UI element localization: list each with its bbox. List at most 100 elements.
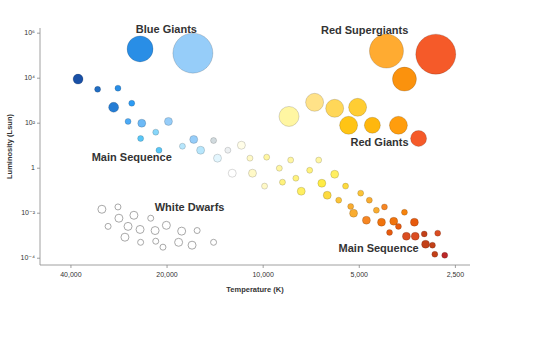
x-tick-label: 20,000 (156, 271, 178, 278)
star (442, 252, 448, 258)
star (153, 129, 159, 135)
star (248, 169, 256, 177)
star (190, 135, 198, 143)
star (138, 119, 146, 127)
x-axis-line (40, 265, 470, 266)
star (366, 197, 372, 203)
y-tick (37, 123, 40, 124)
star (276, 165, 282, 171)
x-tick (70, 265, 71, 268)
star (279, 179, 285, 185)
star (395, 223, 401, 229)
y-tick (37, 258, 40, 259)
star (153, 238, 159, 244)
star (178, 227, 186, 235)
y-tick (37, 78, 40, 79)
star (435, 230, 441, 236)
star (175, 238, 183, 246)
star (318, 179, 326, 187)
star (160, 244, 166, 250)
star (364, 117, 380, 133)
series (127, 33, 213, 73)
star (148, 215, 154, 221)
star (411, 130, 427, 146)
star (389, 116, 407, 134)
star (194, 228, 200, 234)
y-tick-label: 10⁶ (24, 29, 35, 36)
series (369, 34, 455, 91)
series (73, 74, 448, 258)
star (387, 229, 393, 235)
y-tick-label: 10⁻⁴ (21, 254, 36, 261)
star (316, 157, 322, 163)
star (136, 225, 144, 233)
y-tick (37, 33, 40, 34)
star (247, 155, 253, 161)
x-tick (359, 265, 360, 268)
star (306, 93, 324, 111)
star (127, 36, 153, 62)
annotation: Red Giants (351, 136, 409, 148)
x-tick-label: 2,500 (447, 271, 465, 278)
star (350, 209, 358, 217)
y-axis-line (40, 28, 41, 265)
star (343, 183, 349, 189)
star (124, 222, 132, 230)
star (307, 167, 313, 173)
y-tick (37, 213, 40, 214)
star (349, 98, 367, 116)
star (211, 138, 217, 144)
annotation: Main Sequence (92, 151, 172, 163)
star (348, 203, 354, 209)
star (151, 227, 159, 235)
star (401, 209, 407, 215)
star (105, 223, 111, 229)
star (95, 86, 101, 92)
star (138, 135, 144, 141)
y-tick-label: 10⁻² (21, 209, 35, 216)
y-tick-label: 1 (31, 164, 35, 171)
annotation: Blue Giants (136, 23, 197, 35)
star (410, 218, 418, 226)
star (411, 232, 419, 240)
star (211, 239, 217, 245)
y-axis-label: Luminosity (Lsun) (5, 114, 14, 179)
x-tick (263, 265, 264, 268)
star (130, 211, 138, 219)
star (293, 175, 299, 181)
star (336, 197, 342, 203)
star (369, 34, 403, 68)
star (421, 231, 427, 237)
star (358, 190, 364, 196)
x-tick-label: 5,000 (351, 271, 369, 278)
star (402, 232, 410, 240)
star (214, 154, 222, 162)
star (264, 154, 270, 160)
annotation: Main Sequence (339, 242, 419, 254)
star (416, 34, 456, 74)
x-tick (167, 265, 168, 268)
star (115, 85, 121, 91)
star (115, 204, 121, 210)
star (121, 233, 129, 241)
star (362, 216, 370, 224)
star (323, 191, 331, 199)
x-axis-label: Temperature (K) (226, 285, 284, 294)
star (115, 214, 123, 222)
star (98, 205, 106, 213)
star (432, 251, 438, 257)
star (162, 221, 170, 229)
star (373, 207, 379, 213)
star (422, 240, 430, 248)
star (129, 100, 135, 106)
star (228, 169, 236, 177)
star (173, 33, 213, 73)
x-tick-label: 10,000 (252, 271, 274, 278)
star (73, 74, 83, 84)
y-tick-label: 10⁴ (24, 74, 35, 81)
annotation: Red Supergiants (321, 24, 408, 36)
star (429, 242, 435, 248)
star (381, 204, 387, 210)
star (125, 118, 131, 124)
star (340, 116, 358, 134)
